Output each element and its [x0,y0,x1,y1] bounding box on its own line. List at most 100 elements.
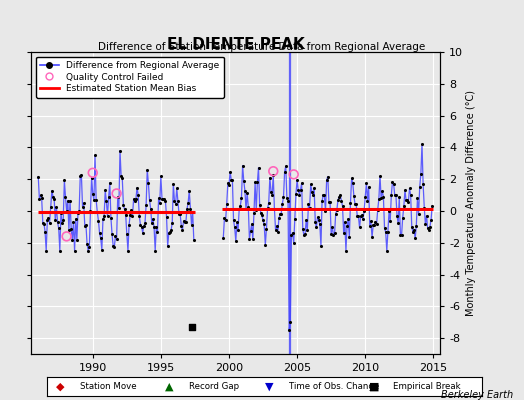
Point [107,214,115,221]
Point [394,220,402,226]
Point [242,206,250,212]
Point [289,171,298,178]
Point [73,236,81,243]
Point [141,220,149,226]
Point [346,200,355,206]
Point [355,224,364,231]
Point [252,207,260,214]
Point [253,179,261,185]
Point [280,169,289,175]
Point [380,225,389,231]
Point [186,206,194,212]
Point [63,197,72,204]
Point [39,219,47,226]
Point [88,175,96,181]
Point [359,216,367,222]
Point [69,219,78,225]
Point [124,248,132,254]
Text: Station Move: Station Move [80,382,136,391]
Point [101,187,110,194]
Point [353,213,362,220]
Point [264,205,272,212]
Point [314,217,323,223]
Point [80,200,88,206]
Point [112,190,121,197]
Point [301,231,309,238]
Point [422,212,431,219]
Point [35,196,43,202]
Point [413,195,422,202]
Point [148,220,156,227]
Point [390,192,399,199]
Point [189,209,197,215]
Point [223,201,231,207]
Point [357,212,366,218]
Point [277,210,286,217]
Point [295,192,303,198]
Point [313,214,322,220]
Point [52,203,61,210]
Point [269,168,277,174]
Point [130,197,139,204]
Point [170,198,179,204]
Point [70,248,79,254]
Point [236,202,245,209]
Point [278,200,287,207]
Point [397,232,406,238]
Point [318,198,326,204]
Point [410,226,418,233]
Point [310,184,318,191]
Point [325,198,333,205]
Point [323,173,332,180]
Point [407,192,415,198]
Point [265,200,273,206]
Point [184,200,192,206]
Point [84,248,92,254]
Point [179,218,188,224]
Point [246,228,255,234]
Point [311,218,320,225]
Title: EL DIENTE PEAK: EL DIENTE PEAK [167,37,304,52]
Point [378,188,386,195]
Point [145,197,154,203]
Point [168,220,177,226]
Point [364,184,373,190]
Point [298,180,306,186]
Point [272,223,281,229]
Point [119,202,127,209]
Point [108,231,116,238]
Point [247,221,256,227]
Point [121,206,129,212]
Point [423,225,432,232]
Point [302,217,310,224]
Point [190,236,198,243]
Point [342,248,350,254]
Point [227,177,235,183]
Point [233,219,241,226]
Point [388,178,397,185]
Point [93,209,102,215]
Point [237,194,246,201]
Point [307,181,315,188]
Point [396,232,405,238]
Point [319,192,328,198]
Point [292,190,300,197]
Point [172,185,181,191]
Point [266,174,274,181]
Point [379,194,388,200]
Point [250,210,258,216]
Point [239,178,248,184]
Point [421,221,430,228]
Point [420,204,429,211]
Point [315,221,324,228]
Text: Difference of Station Temperature Data from Regional Average: Difference of Station Temperature Data f… [99,42,425,52]
Point [187,324,195,330]
Point [367,218,375,224]
Point [53,219,62,225]
Point [412,222,420,229]
Point [351,201,359,207]
Point [187,222,195,228]
Point [279,194,288,201]
Point [400,203,408,210]
Point [403,197,411,204]
